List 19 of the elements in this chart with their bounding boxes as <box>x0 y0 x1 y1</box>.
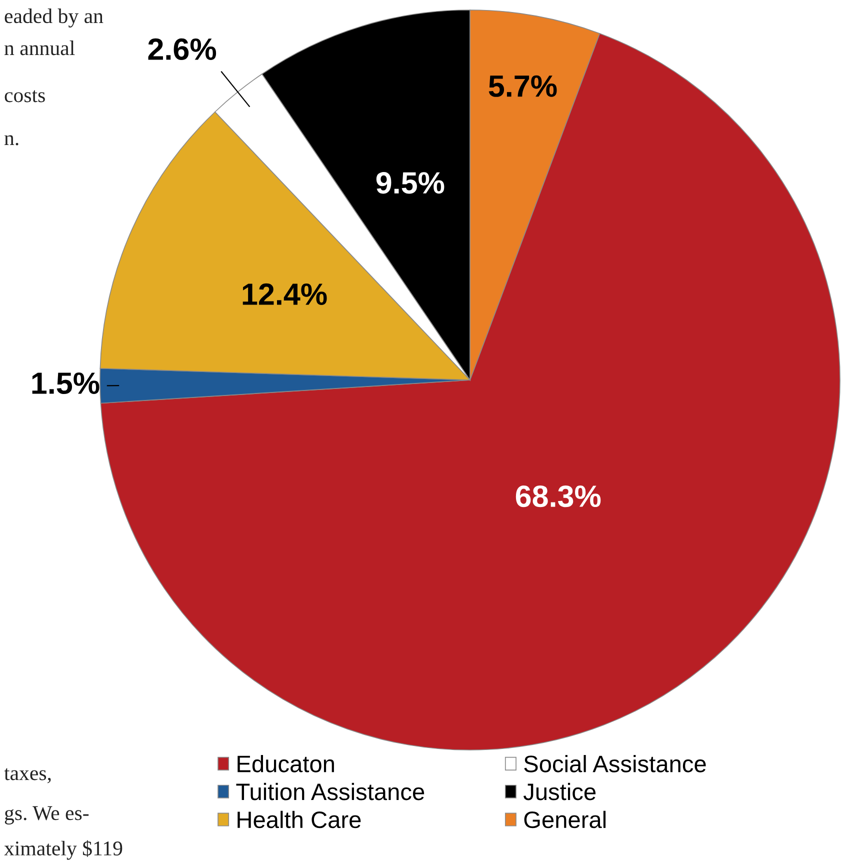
legend-label: Social Assistance <box>524 755 706 772</box>
data-label: 1.5% <box>32 372 100 394</box>
text: n annual <box>4 40 75 56</box>
legend-label: Justice <box>523 782 596 800</box>
text: costs <box>4 90 45 102</box>
data-label: 5.7% <box>488 75 557 97</box>
text: gs. We es- <box>4 806 89 824</box>
data-label: 68.3% <box>516 485 601 508</box>
data-label: 2.6% <box>148 38 216 60</box>
text: eaded by an <box>4 8 104 28</box>
text: taxes, <box>4 768 51 784</box>
legend-label: Tuition Assistance <box>236 782 424 800</box>
legend-label: General <box>524 810 606 828</box>
text: ximately $119 <box>4 840 122 860</box>
data-label: 12.4% <box>242 283 327 305</box>
data-label: 9.5% <box>376 172 444 194</box>
text: n. <box>4 135 18 146</box>
legend-label: Educaton <box>238 755 334 772</box>
legend-label: Health Care <box>238 810 361 828</box>
